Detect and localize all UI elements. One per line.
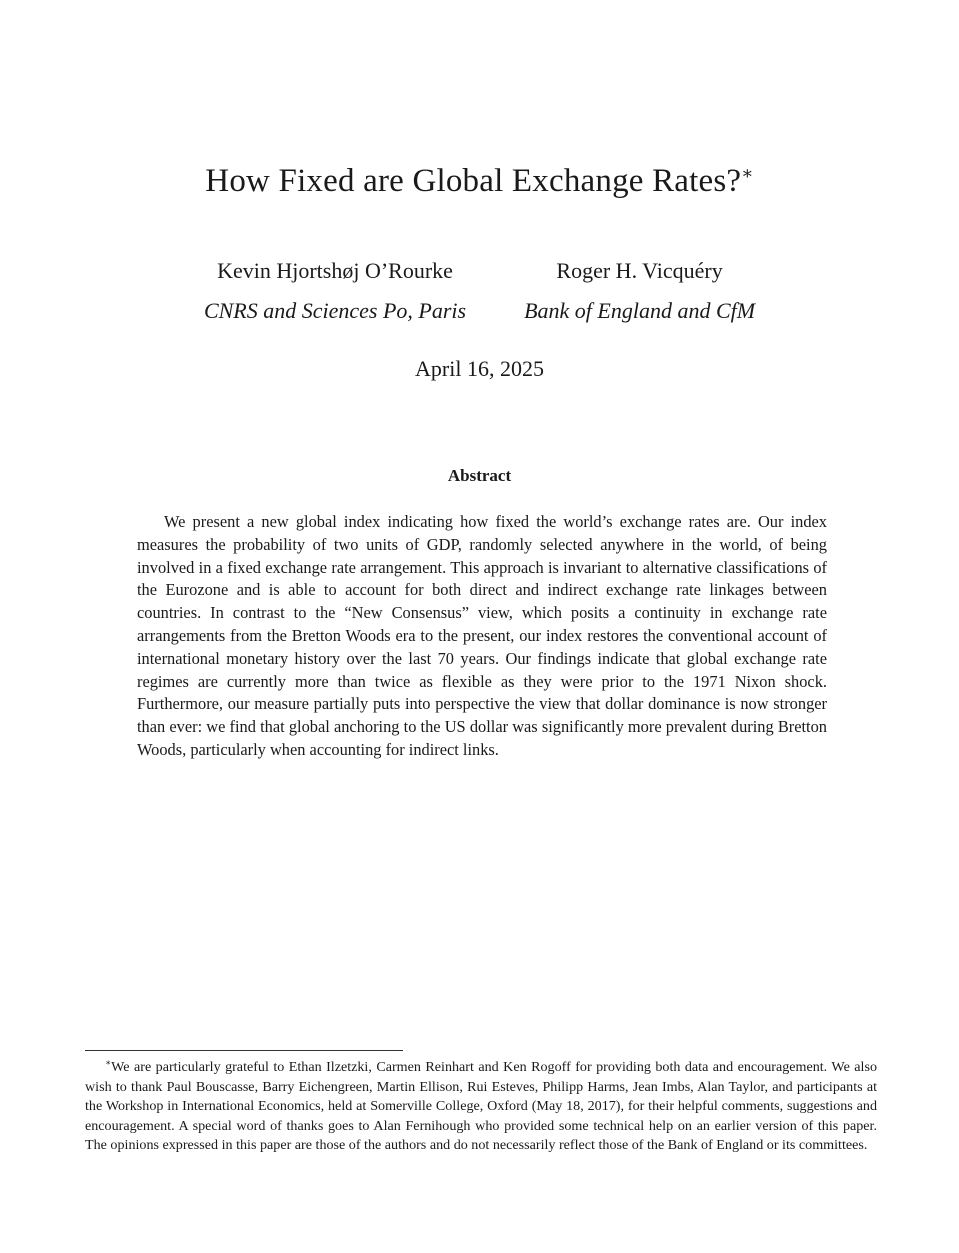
paper-title-text: How Fixed are Global Exchange Rates? [205,163,742,199]
title-footnote-mark: ∗ [741,163,754,183]
footnote-divider [85,1050,403,1051]
abstract-heading: Abstract [447,466,512,485]
author-affiliation: CNRS and Sciences Po, Paris [203,298,467,323]
footnote-mark: ∗ [105,1057,112,1068]
author-1: Kevin Hjortshøj O’Rourke CNRS and Scienc… [204,256,466,326]
paper-title: How Fixed are Global Exchange Rates?∗ [0,163,959,200]
author-affiliation: Bank of England and CfM [524,298,756,323]
author-block: Kevin Hjortshøj O’Rourke CNRS and Scienc… [0,256,959,326]
author-name: Roger H. Vicquéry [556,258,723,283]
abstract-text: We present a new global index indicating… [137,512,827,759]
footnote-text: We are particularly grateful to Ethan Il… [85,1059,877,1154]
author-2: Roger H. Vicquéry Bank of England and Cf… [524,256,755,326]
paper-date: April 16, 2025 [415,356,544,381]
author-name: Kevin Hjortshøj O’Rourke [217,258,453,283]
footnote: ∗We are particularly grateful to Ethan I… [85,1058,877,1156]
